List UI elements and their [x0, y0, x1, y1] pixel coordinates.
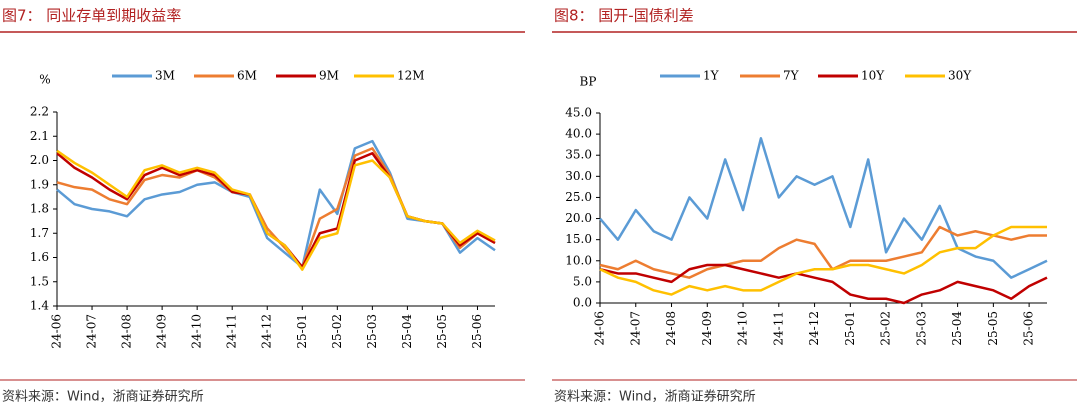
series-line [599, 225, 1047, 279]
y-tick-label: 2.0 [30, 153, 49, 167]
x-tick-label: 25-04 [400, 314, 414, 349]
x-tick-label: 24-09 [700, 311, 714, 346]
y-tick-label: 35.0 [565, 148, 592, 162]
y-tick-label: 30.0 [565, 169, 592, 183]
y-tick-label: 40.0 [565, 127, 592, 141]
legend-label: 7Y [783, 69, 800, 83]
x-tick-label: 25-02 [879, 311, 893, 346]
x-tick-label: 25-03 [365, 314, 379, 349]
y-tick-label: 1.8 [30, 202, 49, 216]
legend-label: 9M [319, 69, 339, 83]
x-tick-label: 25-05 [435, 314, 449, 349]
y-tick-label: 5.0 [573, 274, 592, 288]
legend-label: 10Y [861, 69, 885, 83]
legend-label: 6M [237, 69, 257, 83]
legend-label: 3M [155, 69, 175, 83]
x-tick-label: 24-12 [807, 311, 821, 346]
series-line [56, 149, 496, 271]
x-tick-label: 25-02 [330, 314, 344, 349]
series-line [599, 263, 1048, 305]
x-tick-label: 24-06 [50, 314, 64, 349]
x-tick-label: 25-03 [914, 311, 928, 346]
x-tick-label: 25-01 [843, 311, 857, 346]
y-tick-label: 25.0 [565, 190, 592, 204]
y-tick-label: 45.0 [565, 106, 592, 120]
y-tick-label: 1.7 [30, 226, 49, 240]
y-axis-unit: BP [580, 75, 597, 89]
y-tick-label: 1.6 [30, 250, 49, 264]
chart-title: 图7： 同业存单到期收益率 [2, 7, 181, 25]
legend-label: 30Y [948, 69, 972, 83]
x-tick-label: 24-11 [225, 314, 239, 349]
x-tick-label: 24-07 [85, 314, 99, 349]
x-tick-label: 25-06 [1022, 311, 1036, 346]
legend-label: 1Y [703, 69, 720, 83]
legend-label: 12M [397, 69, 425, 83]
x-tick-label: 24-08 [664, 311, 678, 346]
source-note: 资料来源：Wind，浙商证券研究所 [554, 389, 756, 405]
x-tick-label: 24-12 [260, 314, 274, 349]
x-tick-label: 24-10 [190, 314, 204, 349]
y-tick-label: 1.4 [30, 299, 49, 313]
series-line [56, 151, 496, 269]
y-tick-label: 2.2 [30, 105, 49, 119]
series-line [599, 225, 1047, 296]
chart-title: 图8： 国开-国债利差 [554, 7, 694, 25]
y-tick-label: 1.9 [30, 177, 49, 191]
series-line [56, 147, 496, 269]
source-note: 资料来源：Wind，浙商证券研究所 [2, 389, 204, 405]
y-tick-label: 1.5 [30, 274, 49, 288]
x-tick-label: 25-01 [295, 314, 309, 349]
y-tick-label: 10.0 [565, 253, 592, 267]
x-tick-label: 24-08 [120, 314, 134, 349]
x-tick-label: 24-09 [155, 314, 169, 349]
y-tick-label: 2.1 [30, 129, 49, 143]
y-tick-label: 15.0 [565, 232, 592, 246]
y-axis-unit: % [39, 73, 50, 87]
series-line [599, 137, 1048, 279]
x-tick-label: 25-05 [986, 311, 1000, 346]
x-tick-label: 24-11 [771, 311, 785, 346]
x-tick-label: 25-04 [950, 311, 964, 346]
x-tick-label: 24-06 [593, 311, 607, 346]
x-tick-label: 25-06 [470, 314, 484, 349]
y-tick-label: 0.0 [573, 296, 592, 310]
x-tick-label: 24-07 [628, 311, 642, 346]
x-tick-label: 24-10 [736, 311, 750, 346]
y-tick-label: 20.0 [565, 211, 592, 225]
